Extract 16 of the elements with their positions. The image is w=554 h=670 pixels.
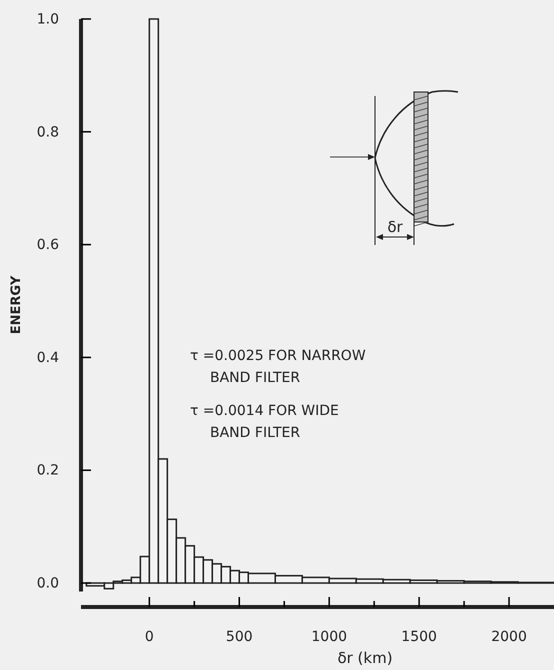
x-tick-label: 1500	[401, 628, 437, 645]
y-tick-label: 1.0	[36, 11, 59, 28]
y-axis-title: ENERGY	[9, 275, 24, 334]
annotation: τ =0.0014 FOR WIDE BAND FILTER	[190, 403, 339, 441]
y-tick-label: 0.0	[36, 576, 59, 592]
y-tick-label: 0.8	[36, 124, 59, 140]
y-tick-label: 0.4	[36, 350, 60, 366]
annotation: δr	[387, 218, 404, 236]
x-tick-label: 1000	[311, 628, 348, 645]
x-axis-title: δr (km)	[337, 649, 393, 667]
x-tick-label: 500	[226, 628, 253, 645]
x-tick-label: 2000	[491, 628, 527, 645]
x-tick-label: 0	[144, 628, 154, 645]
annotation: τ =0.0025 FOR NARROW BAND FILTER	[190, 348, 366, 386]
y-tick-label: 0.6	[36, 237, 60, 254]
y-tick-label: 0.2	[36, 462, 59, 479]
